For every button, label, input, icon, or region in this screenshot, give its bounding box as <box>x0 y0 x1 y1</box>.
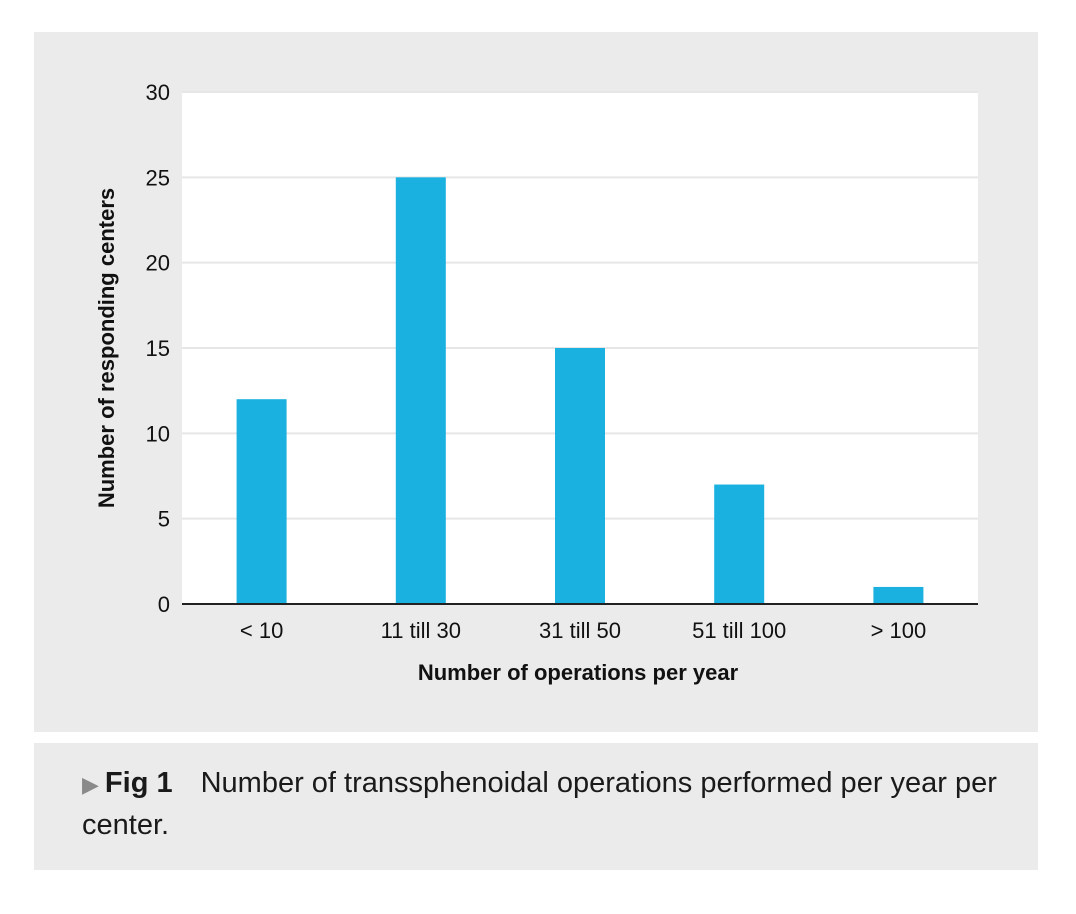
y-tick-labels: 0 5 10 15 20 25 30 <box>146 80 170 617</box>
y-tick-label: 5 <box>158 507 170 532</box>
caption-label: Fig 1 <box>104 767 173 799</box>
x-tick-label: > 100 <box>871 618 927 643</box>
bar <box>873 586 924 604</box>
y-axis-label: Number of responding centers <box>94 188 119 508</box>
figure-panel: 0 5 10 15 20 25 30 < 10 11 till 30 31 till 50 51 … <box>34 32 1038 732</box>
x-tick-label: < 10 <box>240 618 283 643</box>
bars <box>236 177 924 605</box>
x-axis-label: Number of operations per year <box>418 660 739 685</box>
y-tick-label: 0 <box>158 592 170 617</box>
y-tick-label: 25 <box>146 165 170 190</box>
x-tick-label: 11 till 30 <box>381 618 461 643</box>
x-tick-labels: < 10 11 till 30 31 till 50 51 till 100 > 100 <box>240 618 926 643</box>
x-tick-label: 51 till 100 <box>692 618 786 643</box>
x-tick-label: 31 till 50 <box>539 618 621 643</box>
y-tick-label: 30 <box>146 80 170 105</box>
y-tick-label: 20 <box>146 251 170 276</box>
bar-chart: 0 5 10 15 20 25 30 < 10 11 till 30 31 till 50 51 … <box>94 80 978 685</box>
y-tick-label: 10 <box>146 421 170 446</box>
y-tick-label: 15 <box>146 336 170 361</box>
bar <box>714 484 765 604</box>
bar <box>395 177 446 605</box>
caption-panel: ▶ Fig 1 Number of transsphenoidal operatio… <box>34 743 1038 870</box>
bar <box>236 399 287 604</box>
caption-description: Number of transsphenoidal operations per… <box>82 767 997 841</box>
triangle-marker-icon: ▶ <box>82 772 99 797</box>
bar <box>555 348 605 604</box>
figure-caption: ▶ Fig 1 Number of transsphenoidal operatio… <box>82 763 1012 845</box>
